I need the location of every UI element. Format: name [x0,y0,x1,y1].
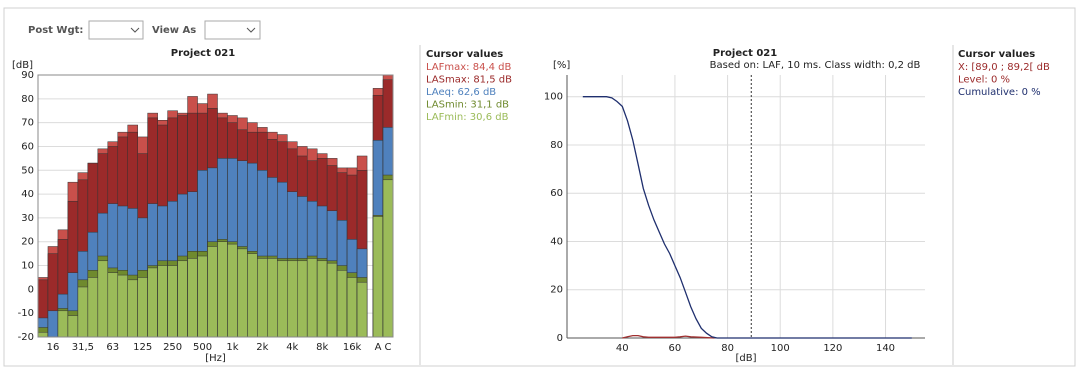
y-tick-label: 10 [21,261,34,272]
x-tick-label: 8k [316,342,328,353]
bar [77,286,89,338]
bar [57,310,69,338]
cursor-panel-title: Cursor values [958,49,1035,60]
bar [167,265,178,338]
cursor-value: LAFmin: 30,6 dB [426,112,509,123]
x-axis-label: [Hz] [205,353,226,364]
x-tick-label: 31,5 [72,342,94,353]
y-tick-label: 0 [557,333,563,344]
bar [147,267,158,338]
y-tick-label: 20 [550,285,563,296]
bar [197,255,208,338]
bar [187,258,198,338]
bar [207,246,218,338]
chart-title: Project 021 [171,48,235,59]
y-tick-label: 80 [550,140,563,151]
line [582,96,912,339]
y-tick-label: 50 [21,165,34,176]
bar [217,241,228,338]
x-tick-label: 63 [106,342,119,353]
x-tick-label: 140 [876,343,895,354]
bar [177,260,188,338]
bar [326,262,338,338]
x-tick-label: 80 [721,343,734,354]
y-axis-label: [dB] [12,60,33,71]
x-tick-label: 1k [226,342,238,353]
bar [87,277,99,338]
x-tick-label: 120 [823,343,842,354]
bar [306,258,318,338]
x-axis-label: [dB] [735,353,756,364]
bar [117,274,128,338]
bar [316,260,328,338]
x-tick-label: 40 [616,343,629,354]
view-as-label: View As [152,25,196,36]
bar [277,260,288,338]
y-tick-label: 90 [21,70,34,81]
chart-title: Project 021 [713,48,777,59]
bar [336,270,348,338]
bar [97,260,109,338]
x-tick-label: 100 [771,343,790,354]
post-weighting-label: Post Wgt: [28,25,83,36]
cursor-value: Level: 0 % [958,75,1010,86]
bar [237,248,248,338]
bar [257,258,268,338]
x-tick-label: 4k [286,342,298,353]
y-tick-label: -10 [18,308,34,319]
x-tick-label: 60 [669,343,682,354]
cursor-value: X: [89,0 ; 89,2[ dB [958,62,1050,73]
plot-frame [37,74,394,338]
cursor-panel-title: Cursor values [426,49,503,60]
bar [67,315,79,338]
y-tick-label: 100 [544,92,563,103]
bar [356,281,368,338]
chart-subtitle: Based on: LAF, 10 ms. Class width: 0,2 d… [710,60,921,71]
view-as-dropdown[interactable] [204,20,261,40]
bar [287,260,298,338]
y-tick-label: 0 [28,284,34,295]
cursor-value: LAFmax: 84,4 dB [426,62,512,73]
x-tick-label: 250 [163,342,182,353]
x-tick-label: C [385,342,392,353]
bar [267,258,278,338]
bar [127,279,138,338]
cursor-value: LAeq: 62,6 dB [426,87,496,98]
post-weighting-dropdown[interactable] [88,20,144,40]
cursor-value: LASmin: 31,1 dB [426,100,509,111]
y-axis-label: [%] [553,60,570,71]
y-tick-label: 20 [21,237,34,248]
bar [346,277,358,338]
y-tick-label: 40 [21,189,34,200]
bar [227,243,238,338]
x-tick-label: 16 [47,342,60,353]
cursor-value: LASmax: 81,5 dB [426,75,512,86]
x-tick-label: 125 [133,342,152,353]
bar [382,179,394,338]
bar [372,216,384,338]
x-tick-label: 2k [256,342,268,353]
y-tick-label: 60 [550,188,563,199]
y-tick-label: 30 [21,213,34,224]
y-tick-label: 70 [21,118,34,129]
y-tick-label: -20 [18,332,34,343]
bar [157,265,168,338]
x-tick-label: 16k [343,342,362,353]
x-tick-label: A [375,342,382,353]
y-tick-label: 80 [21,94,34,105]
x-tick-label: 500 [193,342,212,353]
bar [247,253,258,338]
bar [137,277,148,338]
line [622,334,715,339]
cursor-value: Cumulative: 0 % [958,87,1041,98]
bar [107,272,119,338]
bar [297,260,308,338]
y-tick-label: 40 [550,236,563,247]
bar [37,331,49,338]
bar [47,310,59,338]
y-tick-label: 60 [21,141,34,152]
